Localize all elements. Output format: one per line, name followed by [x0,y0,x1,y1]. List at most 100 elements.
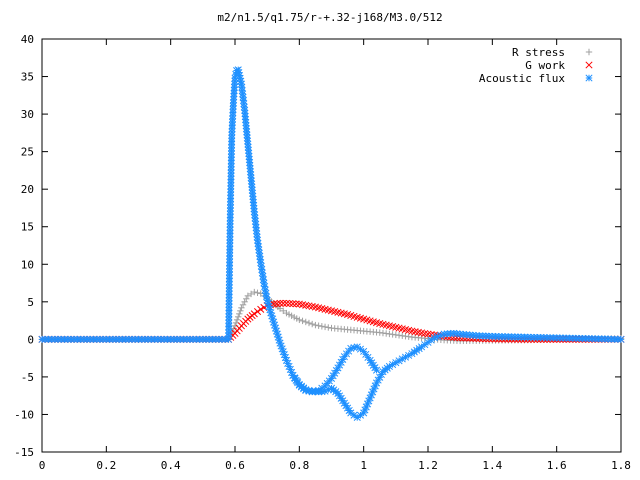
data-point [546,334,554,342]
axis-layer: 0 0.2 0.4 0.6 0.8 1 1.2 1.4 1.6 1.8 -15 -10 -5 0 5 10 15… [14,33,631,472]
data-point [443,330,451,338]
data-point [446,330,455,338]
data-point [309,320,316,328]
data-layer [38,66,625,422]
data-point [582,334,590,343]
data-point [286,299,294,308]
data-point [225,297,233,305]
data-point [250,310,258,318]
data-point [225,287,233,295]
data-point [225,300,233,308]
x-tick-label: 0.4 [161,459,181,472]
data-point [424,338,432,346]
data-point [236,310,243,318]
y-tick-label: 15 [21,221,34,234]
data-point [225,332,233,340]
data-point [247,290,255,298]
data-point [230,325,237,332]
y-tick-label: -5 [21,371,34,384]
legend-marker [585,48,593,56]
data-point [482,332,490,340]
data-point [325,324,332,331]
data-point [253,308,262,316]
x-tick-label: 1 [360,459,367,472]
x-tick-label: 0.2 [96,459,116,472]
legend-marker [585,61,593,69]
data-point [225,268,234,276]
data-point [257,305,265,313]
x-tick-label: 1.6 [547,459,567,472]
legend-marker [585,74,593,82]
y-tick-label: 10 [21,258,34,271]
x-tick-label: 1.8 [611,459,631,472]
data-point [44,335,52,343]
data-point [614,335,622,343]
data-point [601,335,609,343]
data-point [258,269,266,277]
legend-label: Acoustic flux [479,72,565,85]
y-tick-label: 20 [21,183,34,196]
data-point [508,333,516,341]
data-point [226,223,234,231]
data-point [41,335,49,343]
data-point [60,335,69,343]
data-point [289,300,297,308]
data-point [163,335,172,343]
data-point [318,323,326,330]
data-point [572,334,580,342]
data-point [312,321,319,329]
data-point [70,335,78,343]
data-point [241,298,248,306]
data-point [617,335,625,343]
data-point [225,294,233,302]
data-point [225,290,233,299]
legend-label: G work [525,59,565,72]
x-tick-label: 1.2 [418,459,438,472]
data-point [243,295,250,303]
data-point [533,333,541,341]
data-point [229,112,237,120]
data-point [559,334,567,342]
data-point [125,335,133,343]
series-2 [38,66,625,422]
data-point [239,301,247,309]
y-tick-label: 0 [27,333,34,346]
data-point [225,329,233,337]
data-point [226,249,234,257]
data-point [315,322,322,329]
data-point [80,335,88,343]
series-3 [289,343,381,396]
data-point [321,323,329,331]
plot-frame [41,38,622,453]
data-point [569,334,577,342]
data-point [238,304,245,312]
data-point [392,359,400,367]
data-point [226,262,234,270]
data-point [233,316,241,324]
data-point [186,335,194,343]
data-point [292,300,300,308]
data-point [556,334,564,342]
data-point [337,394,345,402]
data-point [335,361,344,369]
data-point [282,299,291,307]
data-point [192,335,200,343]
data-point [276,299,284,307]
data-point [296,316,303,324]
data-point [530,333,538,341]
y-tick-label: 5 [27,296,34,309]
data-point [280,307,287,315]
data-point [372,366,381,374]
data-point [466,331,474,339]
data-point [237,307,244,315]
y-tick-label: -10 [14,408,34,421]
data-point [279,299,287,307]
y-tick-label: 30 [21,108,34,121]
data-point [228,118,236,126]
data-point [251,288,258,296]
data-point [183,335,191,343]
chart-title: m2/n1.5/q1.75/r-+.32-j168/M3.0/512 [217,11,442,24]
data-point [202,335,210,343]
x-tick-label: 0 [39,459,46,472]
data-point [235,313,242,321]
